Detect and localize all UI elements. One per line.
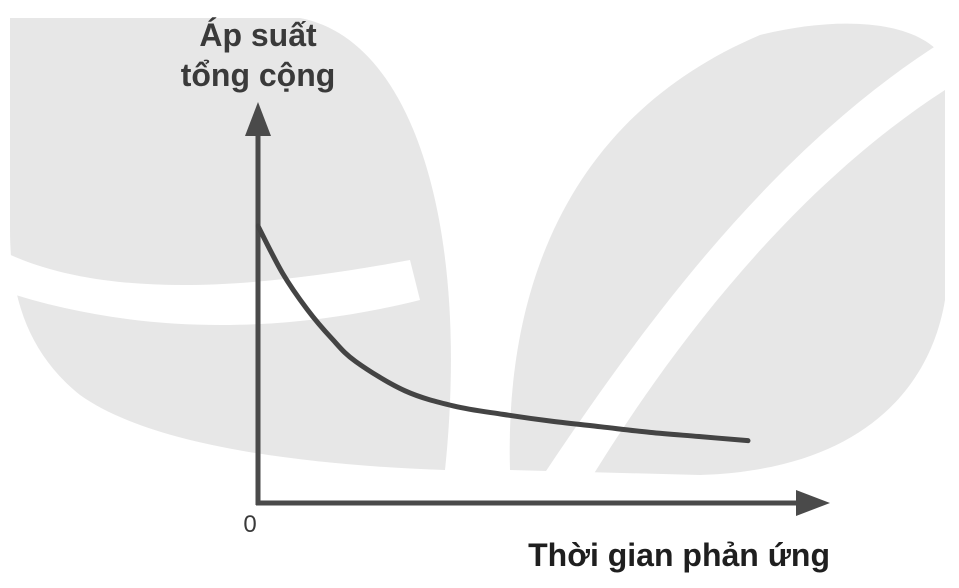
y-axis-label-line-2: tổng cộng <box>181 57 336 93</box>
y-axis-label-line-1: Áp suất <box>199 17 317 53</box>
watermark-cutout-left <box>0 250 420 325</box>
watermark-cutout-right <box>540 40 945 480</box>
x-axis-label: Thời gian phản ứng <box>528 537 830 573</box>
watermark-shape-left <box>10 18 451 470</box>
watermark-logo <box>0 18 945 480</box>
pressure-curve <box>255 223 751 444</box>
y-axis-arrowhead <box>245 102 271 136</box>
x-axis-arrowhead <box>796 490 830 516</box>
origin-label: 0 <box>243 511 256 538</box>
